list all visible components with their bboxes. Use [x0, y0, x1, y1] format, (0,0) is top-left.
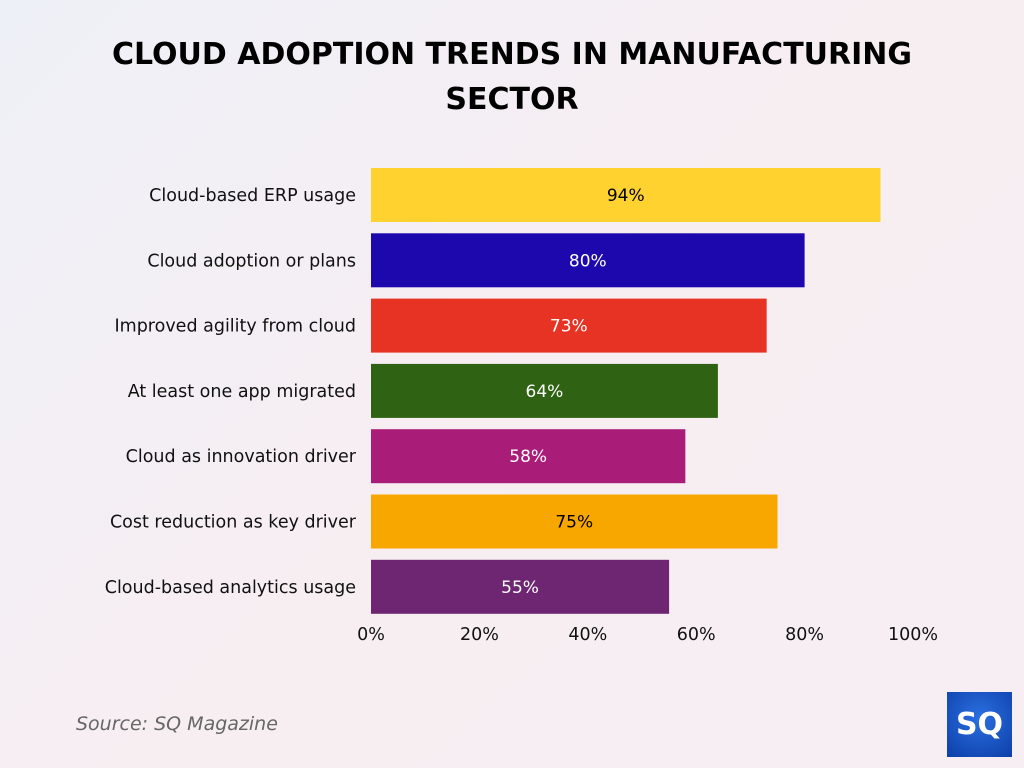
- sq-logo: SQ: [947, 692, 1012, 757]
- x-tick-label: 40%: [568, 625, 607, 645]
- category-label: Improved agility from cloud: [114, 317, 356, 337]
- bar: [371, 298, 767, 353]
- data-label: 55%: [501, 578, 539, 598]
- x-tick-label: 60%: [677, 625, 716, 645]
- data-label: 75%: [555, 513, 593, 533]
- data-label: 58%: [509, 447, 547, 467]
- bar: [371, 168, 881, 222]
- category-label: Cloud-based ERP usage: [149, 186, 356, 206]
- data-label: 94%: [607, 186, 645, 206]
- bar: [371, 363, 718, 418]
- data-label: 64%: [526, 382, 564, 402]
- bar: [371, 429, 686, 484]
- category-label: Cloud as innovation driver: [126, 447, 357, 467]
- bar: [371, 494, 778, 549]
- category-label: Cloud-based analytics usage: [105, 578, 356, 598]
- x-tick-label: 20%: [460, 625, 499, 645]
- category-label: Cloud adoption or plans: [147, 251, 356, 271]
- data-label: 73%: [550, 317, 588, 337]
- source-text: Source: SQ Magazine: [76, 713, 278, 735]
- x-tick-label: 0%: [357, 625, 385, 645]
- category-label: At least one app migrated: [128, 382, 356, 402]
- x-tick-label: 100%: [888, 625, 938, 645]
- bar: [371, 233, 805, 288]
- category-label: Cost reduction as key driver: [110, 513, 357, 533]
- x-tick-label: 80%: [785, 625, 824, 645]
- data-label: 80%: [569, 251, 607, 271]
- bar: [371, 559, 670, 614]
- chart-title: CLOUD ADOPTION TRENDS IN MANUFACTURING SE…: [111, 37, 913, 117]
